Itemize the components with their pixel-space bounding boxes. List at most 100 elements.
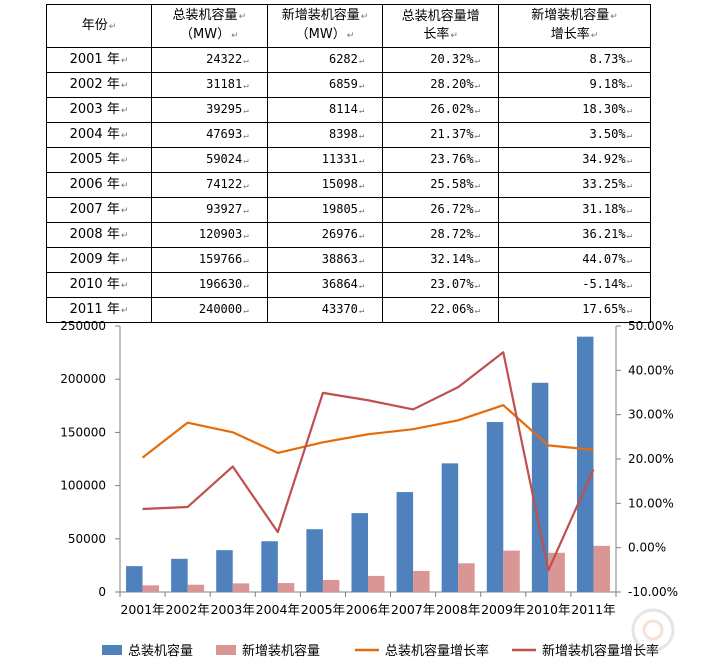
bar-new-capacity [232,583,250,592]
x-tick-label: 2004年 [256,602,300,617]
legend-swatch [216,645,236,655]
table-cell: 21.37%↵ [382,122,499,148]
table-cell: 34.92%↵ [498,147,651,173]
table-cell: 6859↵ [266,72,384,98]
x-tick-label: 2008年 [436,602,480,617]
right-tick-label: 50.00% [628,319,674,333]
table-row: 2011 年↵ 240000↵ 43370↵ 22.06%↵ 17.65%↵ [46,297,651,323]
table-cell: 2004 年↵ [46,122,152,148]
right-tick-label: 40.00% [628,363,674,377]
table-cell: 93927↵ [151,197,268,223]
bar-total-capacity [171,558,188,592]
legend-swatch [102,645,122,655]
table-header-row: 年份↵ 总装机容量↵ （MW）↵ 新增装机容量↵ （MW）↵ 总装机容量增 长率… [46,4,651,48]
table-cell: 120903↵ [151,222,268,248]
right-tick-label: -10.00% [628,585,678,599]
header-total-growth: 总装机容量增 长率↵ [382,4,499,48]
table-cell: 8398↵ [266,122,384,148]
table-row: 2007 年↵ 93927↵ 19805↵ 26.72%↵ 31.18%↵ [46,197,651,223]
bar-new-capacity [322,579,340,592]
table-cell: 11331↵ [266,147,384,173]
table-cell: 2011 年↵ [46,297,152,323]
x-tick-label: 2002年 [165,602,209,617]
bar-total-capacity [576,336,594,592]
table-cell: 26.72%↵ [382,197,499,223]
bar-total-capacity [261,541,278,592]
table-cell: 15098↵ [266,172,384,198]
table-cell: 2003 年↵ [46,97,152,123]
table-cell: 44.07%↵ [498,247,651,273]
left-tick-label: 100000 [60,479,106,493]
header-total-capacity: 总装机容量↵ （MW）↵ [151,4,268,48]
right-tick-label: 30.00% [628,408,674,422]
bar-total-capacity [441,463,459,592]
x-tick-label: 2001年 [120,602,164,617]
header-year: 年份↵ [46,4,152,48]
x-tick-label: 2003年 [211,602,255,617]
chart-lines [141,351,595,572]
table-cell: 32.14%↵ [382,247,499,273]
left-tick-label: 150000 [60,425,106,439]
table-cell: 20.32%↵ [382,47,499,73]
line-total-growth [141,404,594,459]
table-cell: 240000↵ [151,297,268,323]
capacity-chart: 0 50000 100000 150000 200000 250000 -10.00% 0.0… [60,319,678,659]
table-row: 2004 年↵ 47693↵ 8398↵ 21.37%↵ 3.50%↵ [46,122,651,148]
table-cell: 159766↵ [151,247,268,273]
table-cell: 28.20%↵ [382,72,499,98]
table-cell: 2006 年↵ [46,172,152,198]
data-table: 年份↵ 总装机容量↵ （MW）↵ 新增装机容量↵ （MW）↵ 总装机容量增 长率… [46,4,651,323]
left-tick-label: 250000 [60,319,106,333]
table-cell: 33.25%↵ [498,172,651,198]
legend-label: 总装机容量 [128,643,193,659]
table-cell: 24322↵ [151,47,268,73]
bar-total-capacity [486,422,504,592]
bar-new-capacity [187,584,205,592]
table-cell: 23.76%↵ [382,147,499,173]
table-cell: 22.06%↵ [382,297,499,323]
table-cell: 18.30%↵ [498,97,651,123]
header-new-capacity: 新增装机容量↵ （MW）↵ [266,4,384,48]
left-tick-label: 0 [98,585,106,599]
table-cell: 39295↵ [151,97,268,123]
table-row: 2002 年↵ 31181↵ 6859↵ 28.20%↵ 9.18%↵ [46,72,651,98]
table-cell: 2002 年↵ [46,72,152,98]
bar-new-capacity [548,552,565,592]
left-tick-label: 200000 [60,372,106,386]
table-cell: 31181↵ [151,72,268,98]
table-cell: 2007 年↵ [46,197,152,223]
corner-watermark-icon [631,608,675,652]
table-cell: 196630↵ [151,272,268,298]
right-tick-label: 0.00% [628,541,666,555]
table-cell: 43370↵ [266,297,384,323]
table-cell: 2010 年↵ [46,272,152,298]
table-cell: 2001 年↵ [46,47,152,73]
table-cell: 28.72%↵ [382,222,499,248]
chart-bars [126,336,610,592]
table-cell: 25.58%↵ [382,172,499,198]
chart-legend: 总装机容量 新增装机容量 总装机容量增长率 新增装机容量增长率 [102,643,659,659]
table-cell: 6282↵ [266,47,384,73]
table-row: 2008 年↵ 120903↵ 26976↵ 28.72%↵ 36.21%↵ [46,222,651,248]
bar-total-capacity [306,529,323,592]
table-cell: 31.18%↵ [498,197,651,223]
bar-total-capacity [396,492,414,592]
table-cell: 23.07%↵ [382,272,499,298]
table-cell: 2005 年↵ [46,147,152,173]
table-cell: 19805↵ [266,197,384,223]
table-cell: 3.50%↵ [498,122,651,148]
table-cell: 8114↵ [266,97,384,123]
x-tick-label: 2005年 [301,602,345,617]
table-cell: 26976↵ [266,222,384,248]
bar-total-capacity [351,513,368,592]
bar-new-capacity [368,575,385,592]
x-tick-label: 2006年 [346,602,390,617]
table-cell: 36864↵ [266,272,384,298]
x-tick-label: 2010年 [526,602,570,617]
table-cell: 74122↵ [151,172,268,198]
table-cell: 47693↵ [151,122,268,148]
table-row: 2005 年↵ 59024↵ 11331↵ 23.76%↵ 34.92%↵ [46,147,651,173]
table-row: 2010 年↵ 196630↵ 36864↵ 23.07%↵ -5.14%↵ [46,272,651,298]
table-row: 2003 年↵ 39295↵ 8114↵ 26.02%↵ 18.30%↵ [46,97,651,123]
table-cell: 2009 年↵ [46,247,152,273]
